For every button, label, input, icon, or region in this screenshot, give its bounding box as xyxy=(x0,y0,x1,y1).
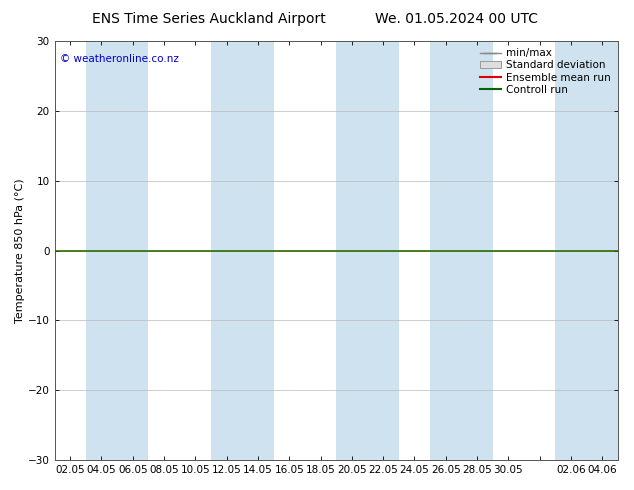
Bar xyxy=(211,41,274,460)
Bar xyxy=(86,41,148,460)
Legend: min/max, Standard deviation, Ensemble mean run, Controll run: min/max, Standard deviation, Ensemble me… xyxy=(477,46,612,97)
Y-axis label: Temperature 850 hPa (°C): Temperature 850 hPa (°C) xyxy=(15,178,25,323)
Text: © weatheronline.co.nz: © weatheronline.co.nz xyxy=(60,53,179,64)
Text: We. 01.05.2024 00 UTC: We. 01.05.2024 00 UTC xyxy=(375,12,538,26)
Bar xyxy=(555,41,618,460)
Text: ENS Time Series Auckland Airport: ENS Time Series Auckland Airport xyxy=(93,12,326,26)
Bar xyxy=(430,41,493,460)
Bar xyxy=(336,41,399,460)
